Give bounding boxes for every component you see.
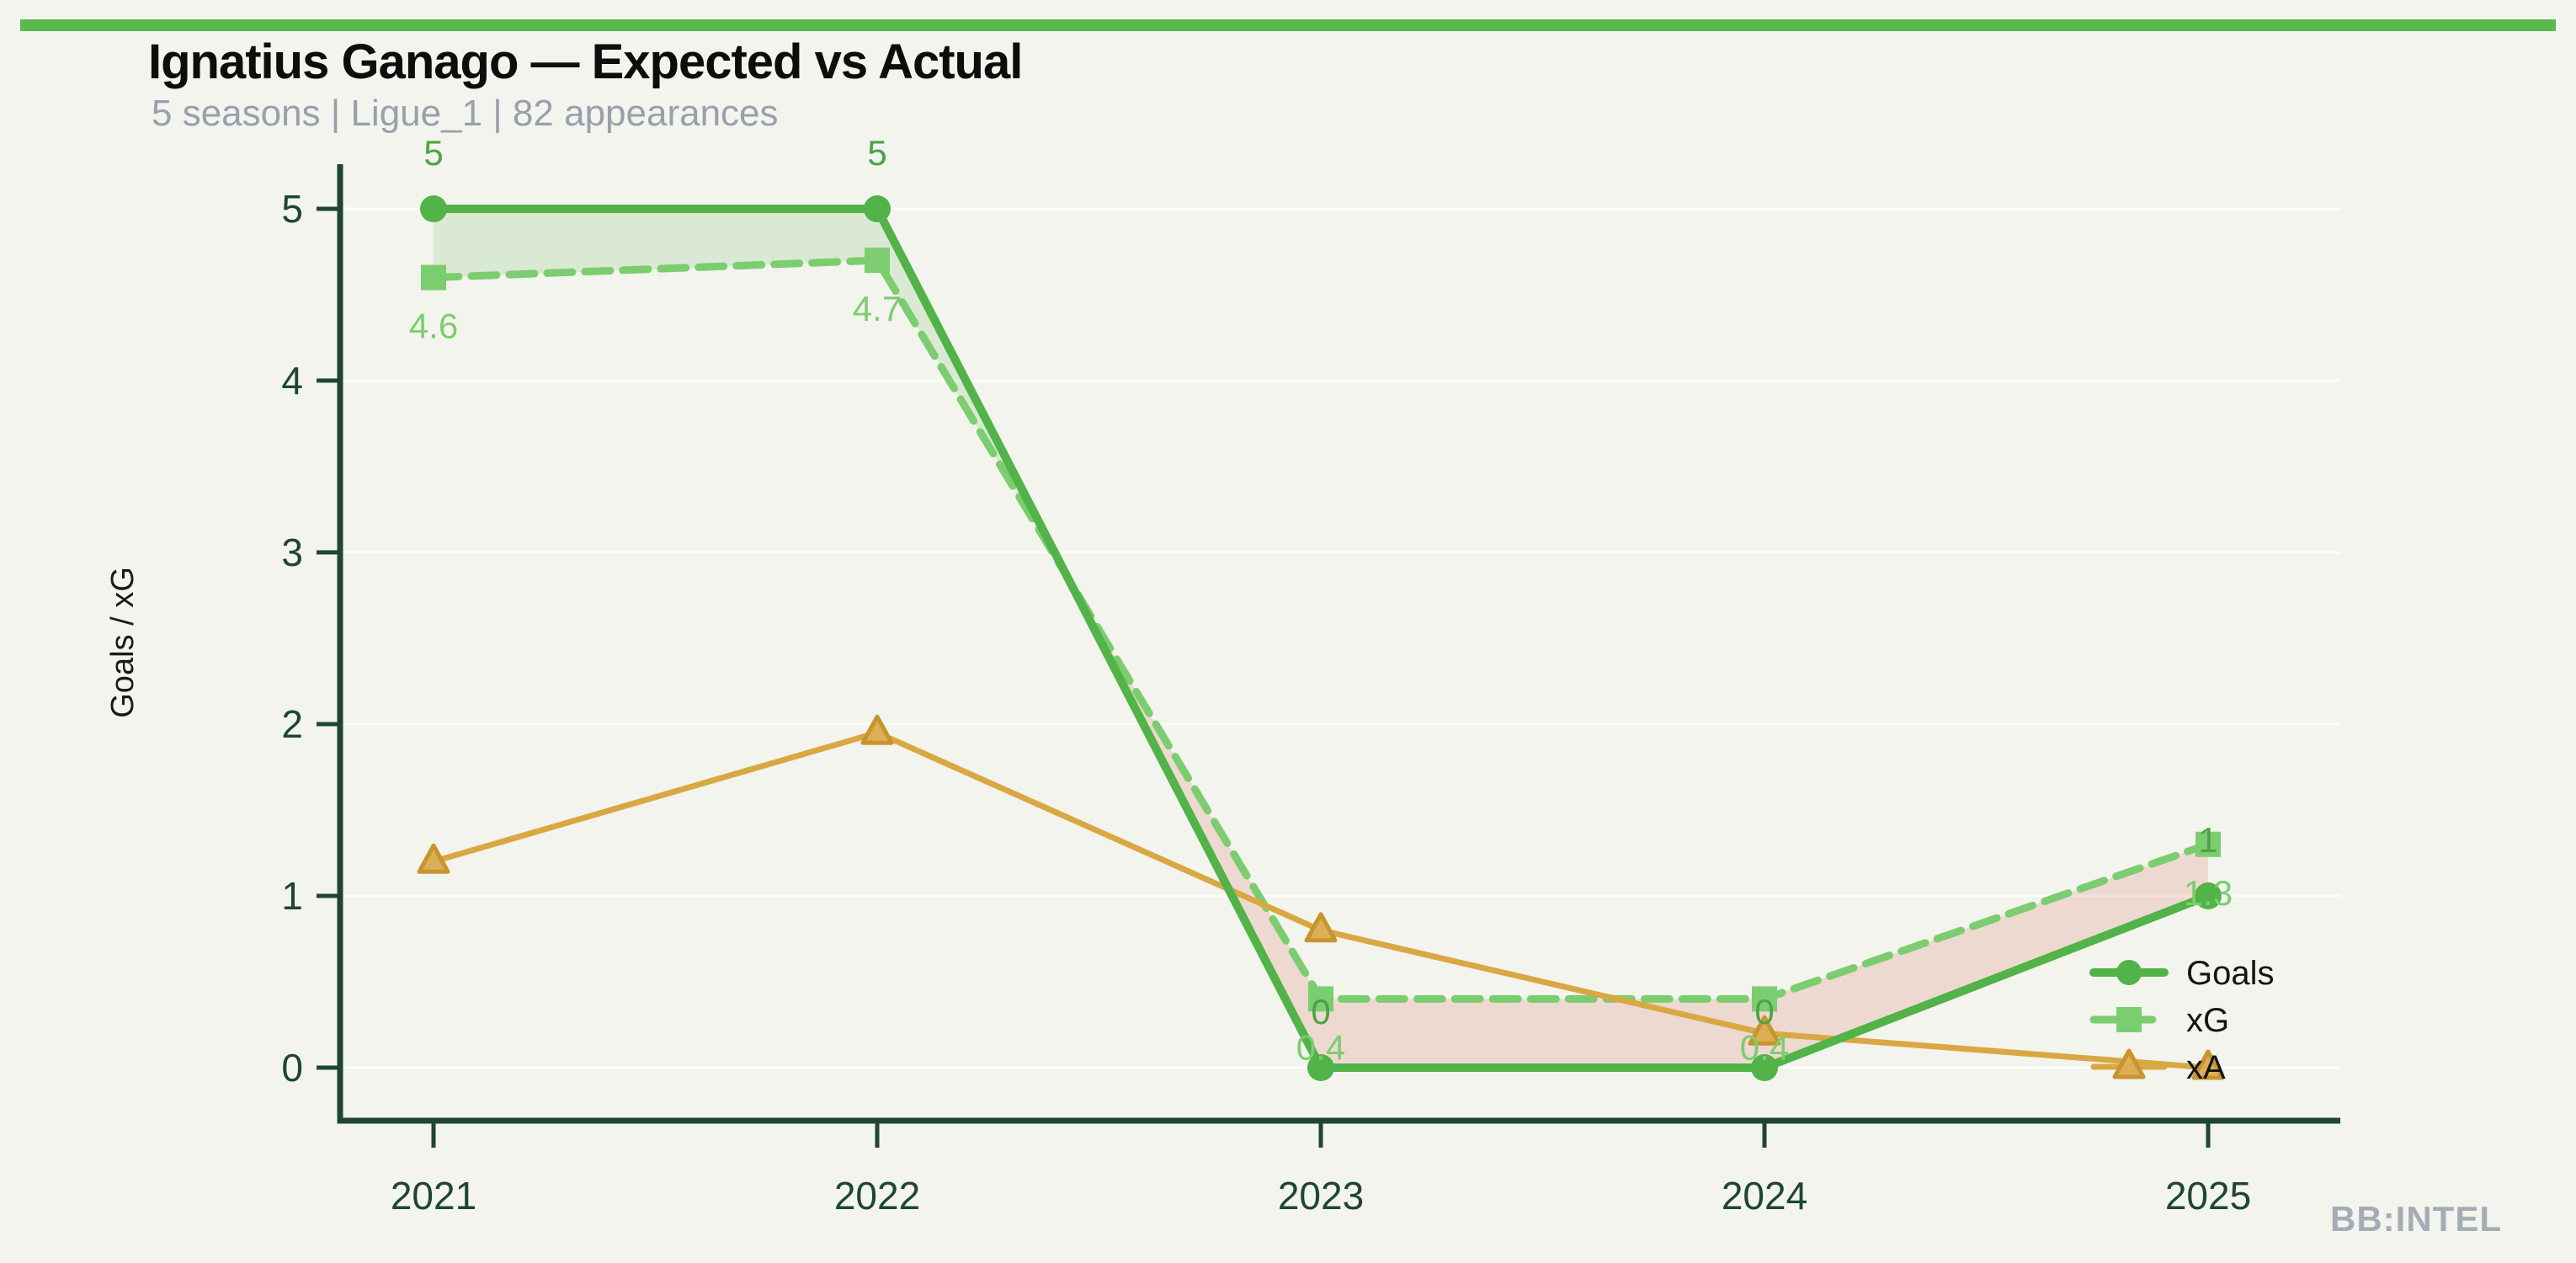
goals-value-label: 1 bbox=[2198, 820, 2217, 860]
y-tick-label: 1 bbox=[281, 874, 303, 918]
legend: Goals xG xA bbox=[2089, 955, 2275, 1086]
legend-label-xa: xA bbox=[2186, 1049, 2226, 1086]
x-tick-label: 2025 bbox=[2165, 1174, 2251, 1218]
xg-line bbox=[429, 256, 2212, 1003]
goals-marker bbox=[2195, 882, 2222, 909]
xg-value-label: 4.6 bbox=[409, 306, 458, 346]
xg-value-label: 4.7 bbox=[853, 289, 902, 328]
y-tick-label: 3 bbox=[281, 530, 303, 574]
xa-marker bbox=[860, 714, 894, 745]
xg-value-label: 1.3 bbox=[2184, 873, 2233, 913]
watermark-logo: BB:INTEL bbox=[2330, 1199, 2502, 1239]
top-accent-bar bbox=[20, 19, 2556, 31]
xa-marker bbox=[1304, 912, 1338, 943]
y-tick-label: 5 bbox=[281, 187, 303, 231]
goals-value-label: 0 bbox=[1754, 992, 1774, 1031]
goals-value-label: 0 bbox=[1311, 992, 1330, 1031]
xg-marker bbox=[2195, 831, 2221, 857]
xg-marker bbox=[1752, 986, 1777, 1012]
data-point-markers bbox=[417, 195, 2225, 1081]
axes-spines bbox=[337, 164, 2340, 1124]
y-axis: 0 1 2 3 4 5 bbox=[281, 187, 340, 1090]
xg-marker bbox=[865, 248, 890, 274]
page-subtitle: 5 seasons | Ligue_1 | 82 appearances bbox=[152, 93, 779, 134]
xa-marker bbox=[417, 843, 450, 874]
x-axis: 2021 2022 2023 2024 2025 bbox=[391, 1121, 2251, 1218]
xg-value-label: 0.4 bbox=[1740, 1027, 1789, 1067]
xg-value-label: 0.4 bbox=[1296, 1027, 1345, 1067]
legend-label-goals: Goals bbox=[2186, 955, 2275, 992]
xa-marker bbox=[2191, 1049, 2225, 1080]
y-axis-title: Goals / xG bbox=[105, 567, 141, 718]
y-tick-label: 2 bbox=[281, 702, 303, 746]
y-tick-label: 4 bbox=[281, 359, 303, 402]
goals-marker bbox=[420, 195, 447, 222]
x-tick-label: 2024 bbox=[1722, 1174, 1807, 1218]
legend-label-xg: xG bbox=[2186, 1002, 2229, 1039]
page-title: Ignatius Ganago — Expected vs Actual bbox=[148, 35, 1023, 89]
x-tick-label: 2021 bbox=[391, 1174, 476, 1218]
xg-marker bbox=[1308, 986, 1333, 1012]
goals-marker bbox=[1751, 1054, 1778, 1081]
x-tick-label: 2022 bbox=[834, 1174, 920, 1218]
goals-value-label: 5 bbox=[867, 133, 886, 173]
xg-marker bbox=[421, 264, 446, 290]
goals-value-label: 5 bbox=[423, 133, 443, 173]
data-point-labels: 5 5 0 0 1 4.6 4.7 0.4 0.4 1.3 bbox=[409, 133, 2233, 1067]
xa-marker bbox=[1748, 1015, 1781, 1046]
y-tick-label: 0 bbox=[281, 1046, 303, 1090]
goals-marker bbox=[1307, 1054, 1334, 1081]
goals-marker bbox=[864, 195, 891, 222]
x-tick-label: 2023 bbox=[1278, 1174, 1364, 1218]
